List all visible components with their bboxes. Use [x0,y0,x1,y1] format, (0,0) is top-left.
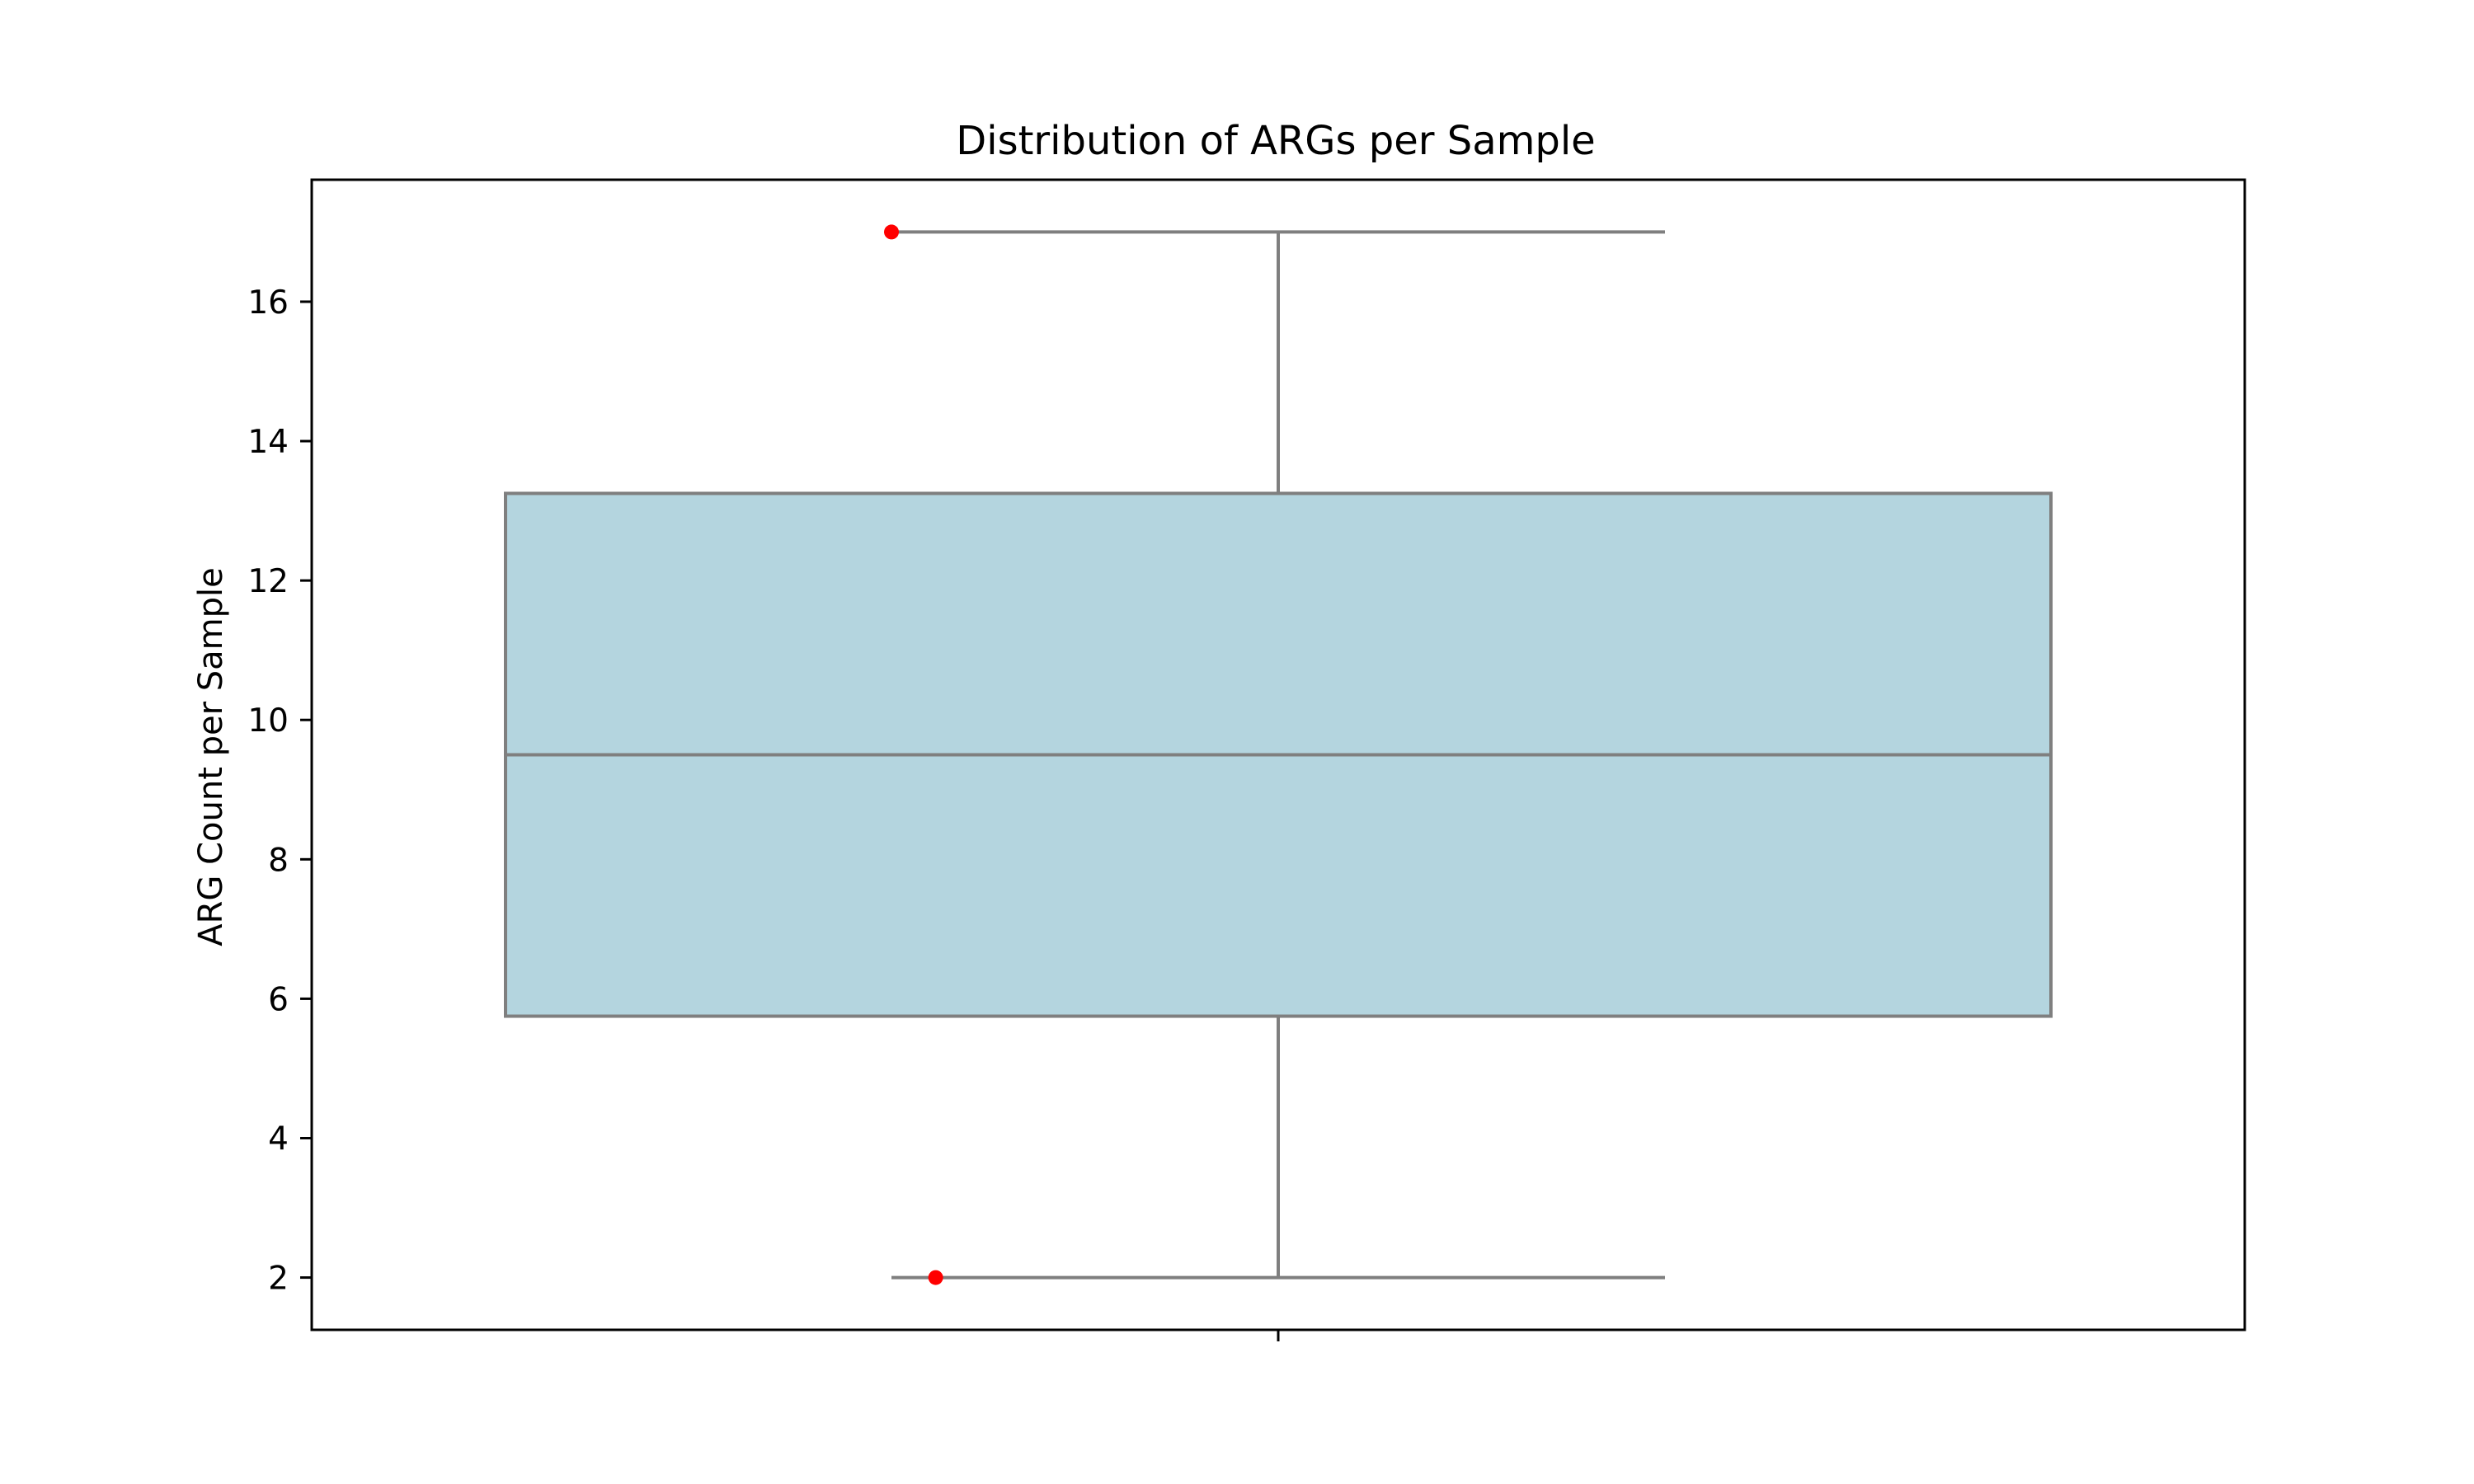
data-point [928,1270,943,1285]
chart-title: Distribution of ARGs per Sample [956,118,1595,164]
y-tick-label: 16 [247,284,289,322]
y-tick-label: 2 [268,1261,289,1298]
y-tick-label: 6 [268,981,289,1018]
y-tick-label: 8 [268,842,289,879]
y-tick-label: 10 [247,702,289,740]
y-tick-label: 14 [247,424,289,461]
y-axis-label: ARG Count per Sample [192,567,230,946]
y-tick-label: 12 [247,563,289,600]
y-tick-label: 4 [268,1121,289,1158]
plot-area: 2 4 6 8 10 12 14 16 [247,178,2246,1341]
data-point [884,224,899,240]
